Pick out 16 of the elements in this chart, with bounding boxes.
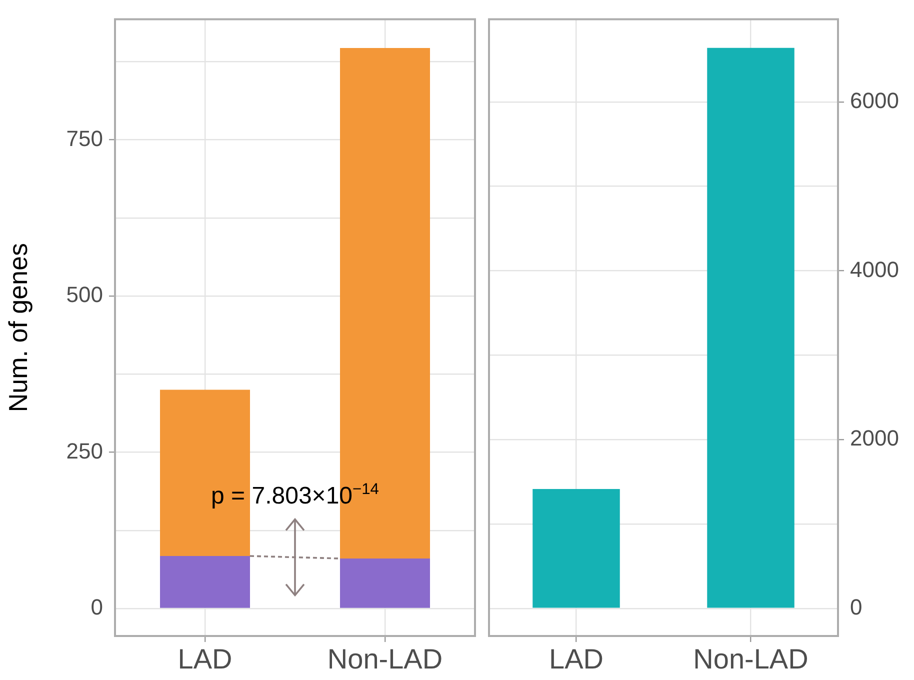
y-tick-label: 750: [66, 126, 103, 151]
y-tick-label: 500: [66, 282, 103, 308]
y2-tick-label: 4000: [850, 256, 899, 282]
x-tick-label: Non-LAD: [327, 644, 443, 675]
x-tick-label: Non-LAD: [693, 644, 808, 675]
y2-tick-label: 2000: [850, 426, 899, 451]
y-tick-label: 0: [90, 594, 103, 620]
bar: [160, 556, 250, 608]
y-tick-label: 250: [66, 438, 103, 464]
y-axis-title: Num. of genes: [2, 243, 33, 412]
bar: [160, 390, 250, 556]
x-tick-label: LAD: [549, 644, 604, 675]
bar: [340, 558, 430, 608]
x-tick-label: LAD: [178, 644, 232, 675]
y2-tick-label: 0: [850, 594, 862, 620]
y2-tick-label: 6000: [850, 88, 899, 113]
